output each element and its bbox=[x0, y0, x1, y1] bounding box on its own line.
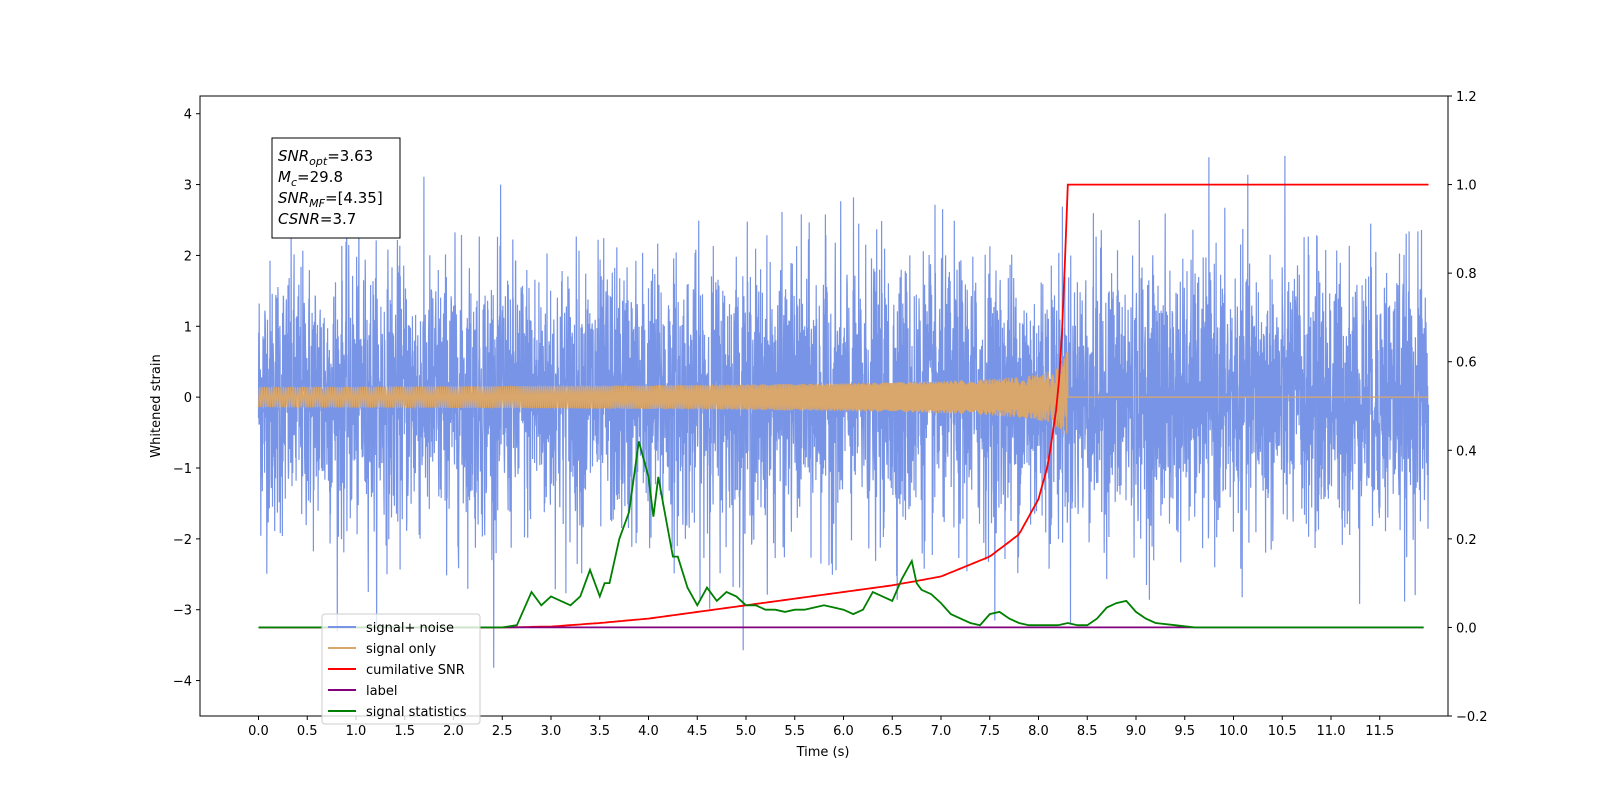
y-tick-label: −4 bbox=[173, 675, 192, 690]
x-tick-label: 2.5 bbox=[492, 724, 513, 739]
x-axis-label: Time (s) bbox=[796, 745, 850, 760]
x-tick-label: 5.0 bbox=[736, 724, 757, 739]
legend-label: signal+ noise bbox=[366, 621, 454, 636]
y-tick-label: 1 bbox=[184, 320, 192, 335]
y-tick-label: 0 bbox=[184, 391, 192, 406]
legend-label: signal statistics bbox=[366, 705, 467, 720]
x-tick-label: 9.5 bbox=[1174, 724, 1195, 739]
y2-tick-label: 1.0 bbox=[1456, 179, 1477, 194]
y2-tick-label: 1.2 bbox=[1456, 90, 1477, 105]
x-tick-label: 8.0 bbox=[1028, 724, 1049, 739]
y2-tick-label: 0.4 bbox=[1456, 444, 1477, 459]
y-tick-label: −1 bbox=[173, 462, 192, 477]
y-axis-right: −0.2 0.0 0.2 0.4 0.6 0.8 1.0 1.2 bbox=[1448, 90, 1488, 725]
y2-tick-label: −0.2 bbox=[1456, 710, 1488, 725]
annotation-frame bbox=[271, 137, 401, 239]
legend-label: cumilative SNR bbox=[366, 663, 465, 678]
legend: signal+ noise signal only cumilative SNR la… bbox=[321, 613, 481, 725]
x-tick-label: 5.5 bbox=[784, 724, 805, 739]
x-tick-label: 10.0 bbox=[1219, 724, 1248, 739]
legend-label: signal only bbox=[366, 642, 436, 657]
annotation-line: Mc=29.8 bbox=[278, 168, 343, 189]
x-tick-label: 11.0 bbox=[1317, 724, 1346, 739]
x-axis: 0.0 0.5 1.0 1.5 2.0 2.5 3.0 3.5 4.0 4.5 5.0 5.5 6.0 6… bbox=[248, 716, 1394, 739]
plot-frame bbox=[199, 95, 1449, 717]
y2-tick-label: 0.0 bbox=[1456, 621, 1477, 636]
x-tick-label: 3.0 bbox=[541, 724, 562, 739]
x-tick-label: 4.0 bbox=[638, 724, 659, 739]
x-tick-label: 2.0 bbox=[443, 724, 464, 739]
annotation-line: CSNR=3.7 bbox=[278, 210, 356, 228]
legend-frame bbox=[321, 613, 481, 725]
series-signal-only-line bbox=[257, 352, 1429, 435]
legend-label: label bbox=[366, 684, 397, 699]
y2-tick-label: 0.6 bbox=[1456, 356, 1477, 371]
x-tick-label: 0.0 bbox=[248, 724, 269, 739]
y2-tick-label: 0.2 bbox=[1456, 533, 1477, 548]
x-tick-label: 10.5 bbox=[1268, 724, 1297, 739]
y-tick-label: 4 bbox=[184, 108, 192, 123]
x-tick-label: 11.5 bbox=[1365, 724, 1394, 739]
x-tick-label: 0.5 bbox=[297, 724, 318, 739]
x-tick-label: 6.5 bbox=[882, 724, 903, 739]
x-tick-label: 1.0 bbox=[346, 724, 367, 739]
x-tick-label: 7.0 bbox=[931, 724, 952, 739]
y-tick-label: 2 bbox=[184, 249, 192, 264]
y-tick-label: −3 bbox=[173, 604, 192, 619]
x-tick-label: 1.5 bbox=[394, 724, 415, 739]
y-tick-label: 3 bbox=[184, 179, 192, 194]
y-tick-label: −2 bbox=[173, 533, 192, 548]
y-axis-left: −4 −3 −2 −1 0 1 2 3 4 bbox=[173, 108, 200, 690]
annotation-line: SNRMF=[4.35] bbox=[278, 189, 383, 210]
x-tick-label: 3.5 bbox=[589, 724, 610, 739]
x-tick-label: 8.5 bbox=[1077, 724, 1098, 739]
x-tick-label: 9.0 bbox=[1126, 724, 1147, 739]
series-signal-statistics-line bbox=[258, 441, 1424, 629]
annotation-line: SNRopt=3.63 bbox=[278, 147, 373, 168]
y-axis-label: Whitened strain bbox=[149, 354, 164, 457]
y2-tick-label: 0.8 bbox=[1456, 267, 1477, 282]
x-tick-label: 6.0 bbox=[833, 724, 854, 739]
x-tick-label: 4.5 bbox=[687, 724, 708, 739]
x-tick-label: 7.5 bbox=[979, 724, 1000, 739]
